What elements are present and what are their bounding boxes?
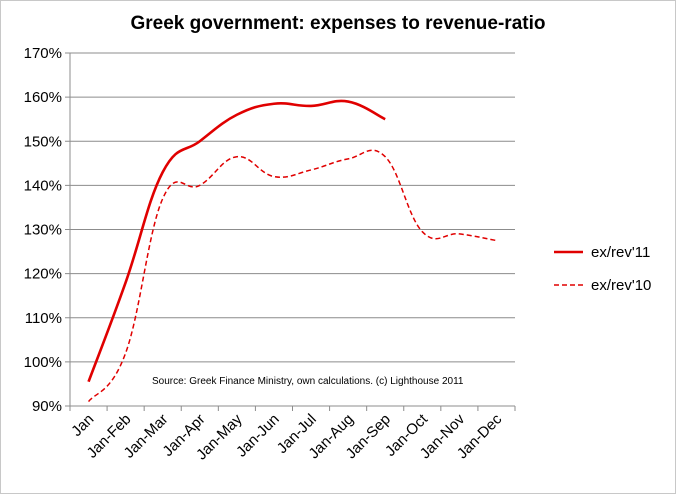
y-tick-label: 110%: [25, 310, 62, 327]
y-tick-label: 170%: [24, 45, 62, 62]
legend: ex/rev'11 ex/rev'10: [554, 244, 651, 294]
gridlines: [70, 52, 515, 363]
chart-title: Greek government: expenses to revenue-ra…: [130, 13, 546, 34]
tick-labels: 90%100%110%120%130%140%150%160%170%JanJa…: [24, 45, 506, 464]
y-tick-label: 140%: [24, 177, 62, 194]
y-tick-label: 90%: [32, 398, 62, 415]
axes: [65, 52, 516, 411]
series-line-1: [87, 99, 386, 383]
legend-label-1: ex/rev'11: [591, 244, 650, 261]
y-tick-label: 150%: [24, 133, 62, 150]
series-line-2: [87, 149, 497, 403]
y-tick-label: 120%: [24, 266, 62, 283]
legend-label-2: ex/rev'10: [591, 277, 651, 294]
y-tick-label: 130%: [24, 222, 62, 239]
series-lines: [87, 99, 497, 403]
y-tick-label: 160%: [24, 89, 62, 106]
source-annotation: Source: Greek Finance Ministry, own calc…: [152, 376, 464, 387]
y-tick-label: 100%: [24, 354, 62, 371]
x-tick-label: Jan: [68, 411, 97, 440]
